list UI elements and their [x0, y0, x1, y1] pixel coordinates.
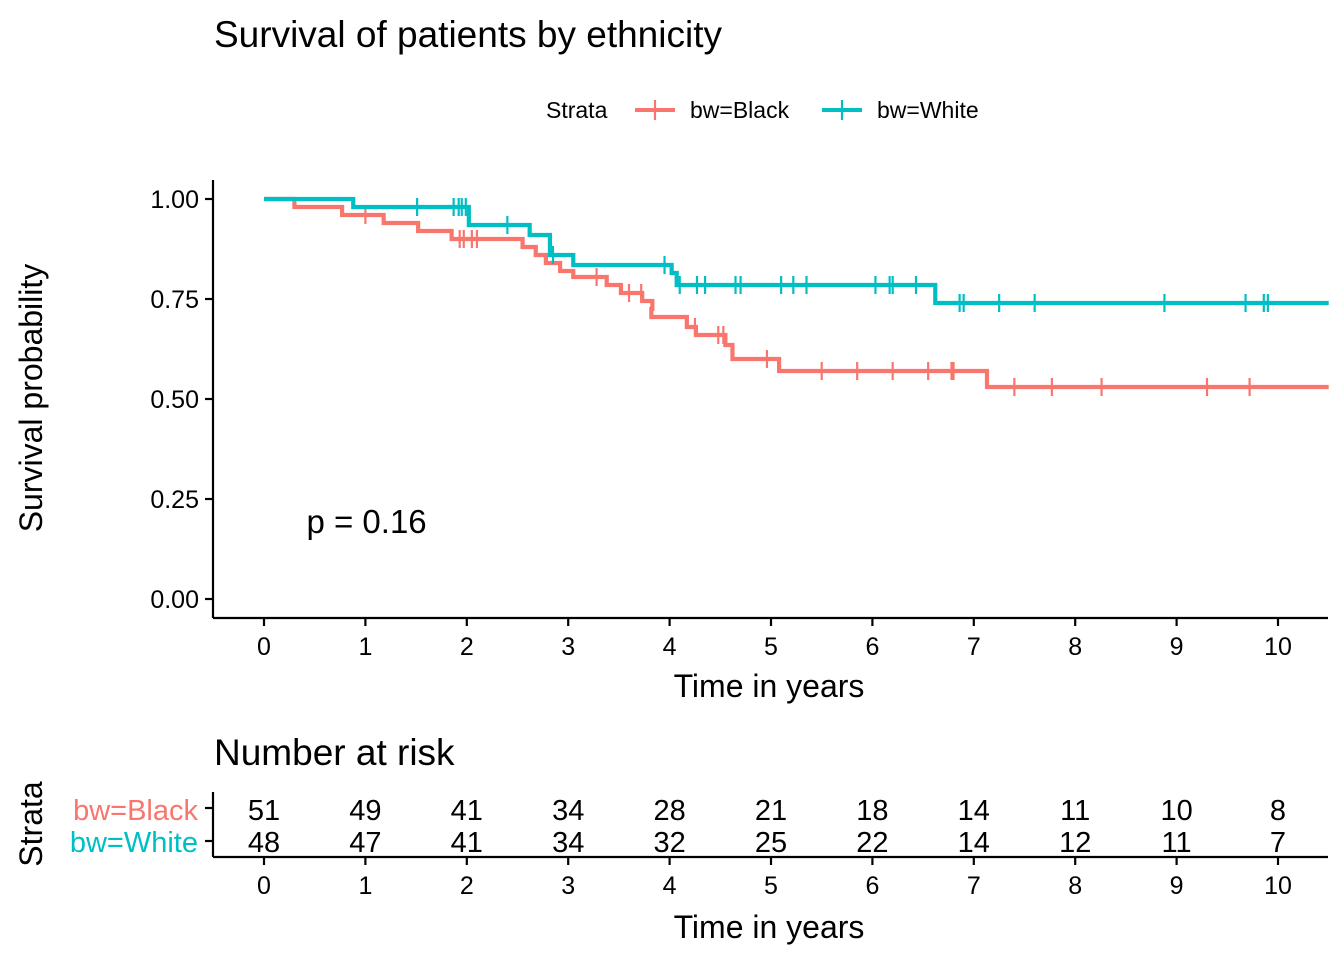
chart-title: Survival of patients by ethnicity	[214, 14, 722, 55]
risk-values: 51 49 41 34 28 21 18 14 11 10 848 47 41 34 32 25 22 14 12 1…	[248, 795, 1286, 859]
risk-value: 12	[1059, 827, 1091, 859]
x-tick-label: 1	[358, 633, 372, 661]
risk-x-tick-label: 0	[257, 872, 271, 900]
y-axis-title: Survival probability	[13, 264, 49, 533]
x-tick-label: 8	[1068, 633, 1082, 661]
risk-value: 28	[653, 795, 685, 827]
x-tick-label: 10	[1264, 633, 1292, 661]
risk-x-tick-label: 5	[764, 872, 778, 900]
y-tick-label: 0.50	[150, 386, 199, 414]
risk-x-tick-label: 4	[663, 872, 677, 900]
risk-y-axis-title: Strata	[13, 781, 49, 867]
risk-x-tick-label: 8	[1068, 872, 1082, 900]
x-tick-label: 5	[764, 633, 778, 661]
risk-value: 41	[451, 827, 483, 859]
risk-table: Number at risk bw=Black bw=White 51 49 41 3…	[13, 732, 1328, 945]
risk-value: 49	[349, 795, 381, 827]
risk-value: 22	[856, 827, 888, 859]
risk-value: 25	[755, 827, 787, 859]
risk-value: 11	[1060, 795, 1090, 827]
risk-value: 34	[552, 827, 584, 859]
y-tick-label: 1.00	[150, 186, 199, 214]
survival-curve-black	[264, 196, 1329, 390]
risk-value: 18	[856, 795, 888, 827]
risk-value: 10	[1160, 795, 1192, 827]
legend-title: Strata	[546, 97, 608, 123]
x-tick-label: 9	[1170, 633, 1184, 661]
x-ticks: 0 1 2 3 4 5 6 7 8 9 10	[257, 618, 1292, 661]
risk-value: 14	[958, 827, 990, 859]
risk-x-tick-label: 9	[1170, 872, 1184, 900]
survival-plot: 0.00 0.25 0.50 0.75 1.00 0 1 2 3 4 5 6 7 8 9 10 Time i…	[13, 180, 1329, 704]
risk-table-title: Number at risk	[214, 732, 455, 773]
risk-row-label-white: bw=White	[70, 827, 198, 859]
x-tick-label: 3	[561, 633, 575, 661]
risk-value: 21	[755, 795, 787, 827]
risk-value: 47	[349, 827, 381, 859]
survival-curve-white	[264, 196, 1329, 306]
risk-value: 14	[958, 795, 990, 827]
risk-value: 48	[248, 827, 280, 859]
risk-x-tick-label: 1	[358, 872, 372, 900]
risk-value: 8	[1270, 795, 1286, 827]
x-tick-label: 7	[967, 633, 981, 661]
risk-x-tick-label: 3	[561, 872, 575, 900]
p-value-annotation: p = 0.16	[306, 503, 426, 540]
risk-x-ticks: 0 1 2 3 4 5 6 7 8 9 10	[257, 857, 1292, 900]
x-tick-label: 2	[460, 633, 474, 661]
y-tick-label: 0.25	[150, 486, 199, 514]
risk-x-tick-label: 2	[460, 872, 474, 900]
legend-key-white	[822, 100, 862, 120]
x-tick-label: 0	[257, 633, 271, 661]
risk-row-label-black: bw=Black	[73, 795, 198, 827]
x-tick-label: 6	[865, 633, 879, 661]
series-layer	[264, 196, 1329, 396]
legend-label-white: bw=White	[877, 97, 979, 123]
risk-value: 51	[248, 795, 280, 827]
risk-y-ticks	[205, 806, 213, 843]
risk-value: 11	[1162, 827, 1192, 859]
risk-x-tick-label: 10	[1264, 872, 1292, 900]
x-tick-label: 4	[663, 633, 677, 661]
risk-x-tick-label: 6	[865, 872, 879, 900]
risk-value: 7	[1270, 827, 1286, 859]
risk-x-tick-label: 7	[967, 872, 981, 900]
y-ticks: 0.00 0.25 0.50 0.75 1.00	[150, 186, 213, 614]
risk-value: 41	[451, 795, 483, 827]
y-tick-label: 0.75	[150, 286, 199, 314]
legend: Strata bw=Black bw=White	[546, 97, 979, 123]
legend-key-black	[635, 100, 675, 120]
risk-value: 34	[552, 795, 584, 827]
y-tick-label: 0.00	[150, 586, 199, 614]
risk-value: 32	[653, 827, 685, 859]
risk-x-axis-title: Time in years	[674, 909, 865, 945]
x-axis-title: Time in years	[674, 668, 865, 704]
legend-label-black: bw=Black	[690, 97, 790, 123]
